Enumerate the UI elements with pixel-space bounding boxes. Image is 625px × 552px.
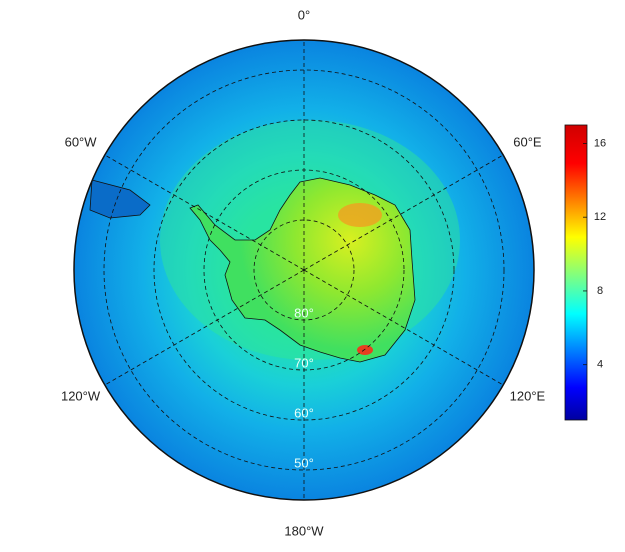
meridian-label: 60°E <box>513 134 542 149</box>
parallel-label: 70° <box>294 355 314 370</box>
meridian-label: 120°E <box>510 388 546 403</box>
parallel-label: 60° <box>294 405 314 420</box>
colorbar-tick-label: 8 <box>597 285 603 297</box>
meridian-label: 120°W <box>61 388 101 403</box>
meridian-label: 180°W <box>284 523 324 538</box>
meridian <box>104 269 305 386</box>
high-region <box>357 345 373 355</box>
meridian <box>303 154 504 271</box>
colorbar-tick-label: 16 <box>594 137 606 149</box>
meridian <box>303 269 504 386</box>
meridian-label: 0° <box>298 7 310 22</box>
south-america <box>89 179 151 219</box>
parallel-label: 50° <box>294 455 314 470</box>
parallel-label: 80° <box>294 305 314 320</box>
graticule <box>103 40 505 500</box>
parallel <box>153 119 455 421</box>
colorbar-tick-label: 12 <box>594 211 606 223</box>
colorbar-tick-label: 4 <box>597 359 603 371</box>
high-region <box>338 203 382 227</box>
colorbar <box>564 124 588 421</box>
meridian-label: 60°W <box>65 134 98 149</box>
parallel <box>103 69 505 471</box>
meridian <box>104 154 305 271</box>
map-boundary <box>73 39 535 501</box>
